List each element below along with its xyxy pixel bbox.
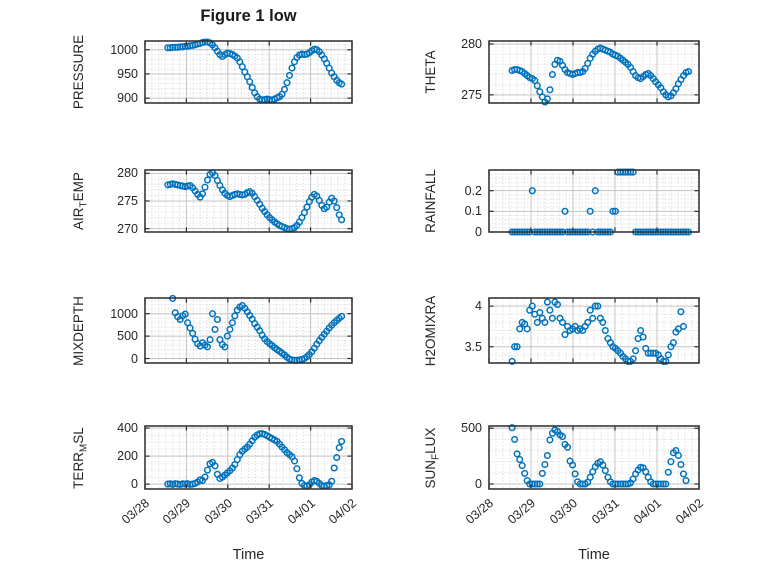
y-tick-label: 275 [461,87,482,102]
y-axis-label-sun-flux: SUNFLUX [420,358,442,558]
major-grid [489,170,699,232]
y-tick-label: 500 [461,421,482,436]
y-tick-label: 275 [117,194,138,208]
data-points [169,294,346,364]
data-points [508,298,688,365]
axes-box [144,297,353,364]
y-tick-label: 900 [117,91,138,106]
major-grid [145,170,352,232]
y-tick-label: 3.5 [464,339,482,354]
y-axis-label-text: PRESSURE [70,34,86,110]
x-axis-title-left: Time [232,547,265,563]
y-tick-label: 950 [117,66,138,81]
x-axis-title-right: Time [578,547,610,563]
y-tick-label: 270 [117,221,138,236]
x-tick-label: 03/28 [119,496,152,527]
minor-grid [489,41,699,103]
data-points [164,169,346,233]
minor-grid [145,426,352,489]
y-tick-label: 280 [117,166,138,181]
subplot-rainfall [488,168,700,236]
y-tick-label: 1000 [110,306,138,321]
x-tick-label: 03/28 [463,496,496,527]
subplot-pressure [144,38,353,104]
subplot-sun-flux [488,424,700,490]
minor-grid [489,170,699,232]
y-axis-label-text: MIXDEPTH [70,295,86,366]
y-axis-label-text: RAINFALL [422,169,438,233]
subplot-theta [488,40,700,106]
data-points [508,44,693,106]
axes-box [488,169,700,233]
y-tick-label: 1000 [110,42,138,57]
axes-box [144,169,353,233]
y-tick-label: 0 [475,476,482,491]
y-tick-label: 280 [461,37,482,52]
data-points [164,38,346,104]
axes-box [144,40,353,104]
minor-grid [489,426,699,489]
y-axis-label-text: AIRTEMP [70,172,90,230]
data-points [164,430,346,490]
subplot-terr-msl [144,425,353,490]
y-axis-label-text: SUNFLUX [422,427,442,488]
data-points [508,424,690,488]
y-tick-label: 4 [475,299,482,314]
y-tick-label: 0 [475,225,482,239]
y-axis-label-text: TERRMSL [70,426,90,489]
subplot-h2omixra [488,297,700,365]
minor-grid [145,298,352,363]
axes-box [488,40,700,104]
axes-box [144,425,353,490]
y-tick-label: 0.1 [464,204,482,219]
y-axis-label-terr-msl: TERRMSL [68,358,90,558]
y-tick-label: 400 [117,421,138,436]
y-tick-label: 0 [131,351,138,366]
y-tick-label: 500 [117,329,138,344]
axes-box [488,425,700,490]
subplot-mixdepth [144,294,353,364]
major-grid [145,426,352,489]
axes-box [488,297,700,364]
y-tick-label: 200 [117,449,138,464]
y-axis-label-text: THETA [422,50,438,94]
y-tick-label: 0.2 [464,183,482,198]
y-tick-label: 0 [131,477,138,492]
figure-title: Figure 1 low [200,7,297,25]
subplot-air-temp [144,169,353,233]
y-axis-label-text: H2OMIXRA [422,295,438,366]
